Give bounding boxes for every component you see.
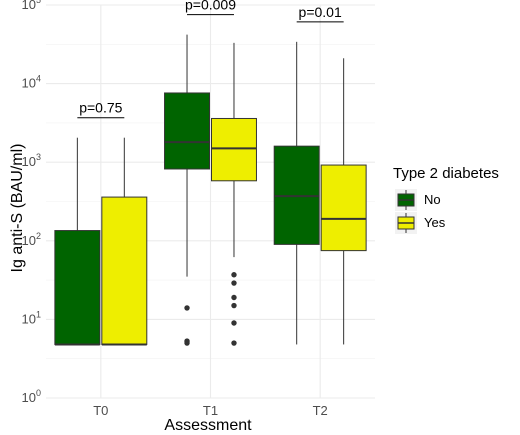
box-t1-yes [211, 42, 257, 346]
x-axis-title: Assessment [164, 417, 252, 434]
y-tick-exponent: 3 [36, 152, 41, 162]
y-tick-base: 10 [22, 154, 36, 169]
outlier-point [231, 340, 237, 346]
legend-label: Yes [424, 215, 446, 230]
y-tick-base: 10 [22, 76, 36, 91]
y-tick-exponent: 0 [36, 388, 41, 398]
y-tick-base: 10 [22, 390, 36, 405]
y-tick-label: 101 [22, 309, 41, 326]
box-t0-no [54, 137, 101, 346]
outlier-point [231, 320, 237, 326]
legend-item-yes: Yes [395, 212, 446, 234]
x-axis-ticks: T0 T1 T2 [93, 403, 328, 418]
box-body [211, 117, 257, 182]
p-value-label: p=0.01 [299, 4, 342, 20]
legend-label: No [424, 192, 441, 207]
y-tick-label: 103 [22, 152, 41, 169]
y-tick-label: 102 [22, 231, 41, 248]
x-tick-label: T1 [203, 403, 218, 418]
outlier-point [184, 305, 190, 311]
grid [46, 4, 375, 399]
outlier-point [231, 272, 237, 278]
y-tick-exponent: 4 [36, 74, 41, 84]
x-tick-label: T2 [313, 403, 328, 418]
y-tick-exponent: 1 [36, 309, 41, 319]
p-value-label: p=0.009 [185, 0, 236, 13]
y-tick-label: 105 [22, 0, 41, 12]
box-t1-no [164, 34, 210, 346]
p-value-brackets: p=0.75 p=0.009 p=0.01 [77, 0, 344, 119]
box-body [54, 230, 101, 345]
y-tick-base: 10 [22, 311, 36, 326]
legend: Type 2 diabetes No Yes [393, 165, 499, 234]
y-tick-label: 104 [22, 74, 41, 91]
outlier-point [231, 302, 237, 309]
x-tick-label: T0 [93, 403, 108, 418]
legend-title: Type 2 diabetes [393, 165, 499, 182]
box-t0-yes [101, 137, 148, 346]
y-tick-exponent: 5 [36, 0, 41, 5]
box-t2-yes [320, 58, 367, 345]
box-t2-no [273, 41, 320, 345]
p-value-label: p=0.75 [79, 100, 122, 116]
y-axis-title: Ig anti-S (BAU/ml) [9, 144, 26, 273]
outlier-point [184, 340, 190, 346]
box-body [101, 196, 148, 345]
box-body [164, 92, 210, 170]
box-body [320, 164, 367, 252]
y-tick-base: 10 [22, 233, 36, 248]
y-tick-base: 10 [22, 0, 36, 12]
y-tick-exponent: 2 [36, 231, 41, 241]
outlier-point [231, 294, 237, 301]
boxes [54, 34, 367, 346]
legend-item-no: No [395, 189, 441, 211]
outlier-point [231, 280, 237, 286]
y-tick-label: 100 [22, 388, 41, 405]
